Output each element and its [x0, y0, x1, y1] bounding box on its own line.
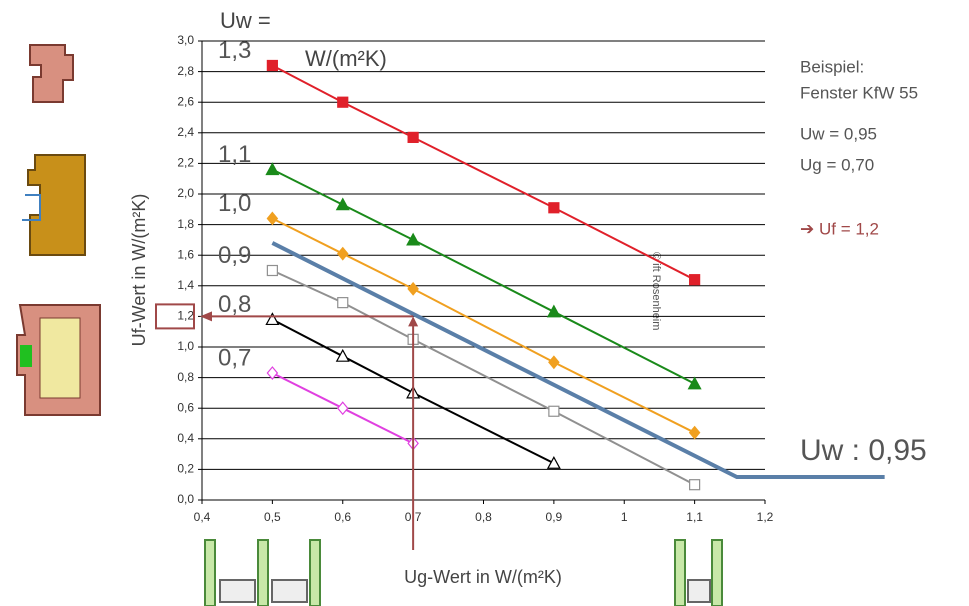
x-tick-label: 1	[621, 510, 628, 524]
y-tick-label: 1,0	[177, 339, 194, 353]
x-tick-label: 0,5	[264, 510, 281, 524]
marker	[337, 297, 349, 309]
marker	[335, 348, 350, 362]
x-tick-label: 1,1	[686, 510, 703, 524]
y-tick-label: 2,6	[177, 94, 194, 108]
x-tick-label: 0,9	[546, 510, 563, 524]
y-tick-label: 3,0	[177, 33, 194, 47]
series-label: 1,0	[218, 190, 251, 217]
marker	[548, 405, 560, 417]
marker	[548, 202, 560, 214]
marker	[407, 131, 419, 143]
glass-icons	[204, 539, 723, 606]
x-axis-label: Ug-Wert in W/(m²K)	[404, 567, 562, 587]
y-tick-label: 2,2	[177, 156, 194, 170]
marker	[546, 456, 561, 469]
series-label: 0,8	[218, 291, 251, 318]
example-uw: Uw = 0,95	[800, 124, 877, 143]
guide-arrow-up	[408, 316, 419, 327]
marker	[265, 162, 280, 176]
series-label: 1,1	[218, 141, 251, 168]
series-label: 1,3	[218, 37, 251, 64]
marker	[406, 232, 421, 246]
y-tick-label: 1,2	[177, 309, 194, 323]
y-tick-label: 2,8	[177, 64, 194, 78]
series-label: 0,7	[218, 344, 251, 371]
y-tick-label: 0,2	[177, 462, 194, 476]
marker	[689, 479, 701, 491]
y-tick-label: 0,6	[177, 400, 194, 414]
watermark: © ift Rosenheim	[650, 252, 662, 330]
y-tick-label: 1,4	[177, 278, 194, 292]
marker	[688, 425, 701, 440]
marker	[266, 366, 279, 380]
y-tick-label: 1,6	[177, 247, 194, 261]
marker	[266, 211, 279, 226]
series-line	[271, 64, 696, 281]
x-tick-label: 0,8	[475, 510, 492, 524]
series-line	[271, 318, 555, 465]
guide-box	[155, 303, 195, 330]
marker	[336, 401, 349, 416]
x-tick-label: 0,6	[334, 510, 351, 524]
x-tick-label: 0,4	[194, 510, 211, 524]
y-tick-label: 1,8	[177, 217, 194, 231]
y-tick-label: 0,8	[177, 370, 194, 384]
y-axis-label: Uf-Wert in W/(m²K)	[129, 194, 149, 347]
guide-arrow-left	[200, 311, 212, 322]
marker	[265, 312, 280, 326]
example-result: ➔ Uf = 1,2	[800, 219, 879, 238]
y-tick-label: 2,0	[177, 186, 194, 200]
highlight-label: Uw : 0,95	[800, 434, 927, 467]
example-title: Beispiel:	[800, 57, 864, 76]
marker	[335, 197, 350, 211]
series-label: 0,9	[218, 242, 251, 269]
marker	[266, 264, 278, 277]
marker	[337, 96, 349, 108]
series-line	[271, 217, 696, 434]
y-tick-label: 2,4	[177, 125, 194, 139]
marker	[689, 274, 701, 286]
example-subtitle: Fenster KfW 55	[800, 83, 918, 102]
y-tick-label: 0,0	[177, 492, 194, 506]
marker	[336, 246, 349, 261]
marker	[407, 281, 419, 296]
header-prefix: Uw =	[220, 8, 271, 33]
profile-icons	[16, 44, 101, 416]
example-ug: Ug = 0,70	[800, 155, 874, 174]
marker	[546, 304, 561, 318]
marker	[266, 59, 278, 72]
x-tick-label: 1,2	[757, 510, 774, 524]
marker	[548, 355, 560, 370]
y-tick-label: 0,4	[177, 431, 194, 445]
header-unit: W/(m²K)	[305, 46, 387, 71]
highlight-line	[271, 241, 885, 480]
marker	[687, 376, 702, 390]
